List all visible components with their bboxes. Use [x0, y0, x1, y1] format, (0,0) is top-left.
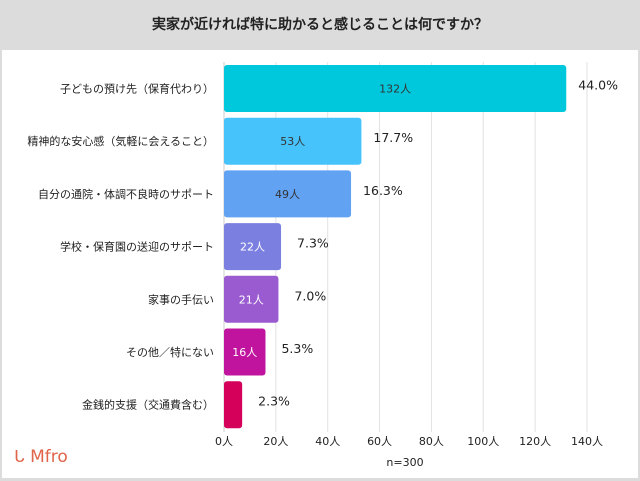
bar: [224, 170, 352, 218]
mfro-logo: ᒐ Mfro: [14, 447, 68, 467]
x-tick-label: 140人: [571, 435, 603, 448]
bar-count-label: 132人: [379, 83, 411, 96]
category-label: 学校・保育園の送迎のサポート: [60, 240, 214, 254]
bar: [224, 117, 362, 165]
category-label: 精神的な安心感（気軽に会えること）: [27, 134, 214, 148]
logo-text: Mfro: [30, 447, 68, 467]
percent-label: 17.7%: [373, 130, 413, 145]
category-label: 金銭的支援（交通費含む）: [82, 398, 214, 412]
category-label: 子どもの預け先（保育代わり）: [60, 82, 214, 96]
bar-count-label: 16人: [232, 346, 257, 359]
bar: [224, 65, 567, 112]
percent-label: 7.3%: [297, 236, 329, 251]
category-label: 家事の手伝い: [148, 292, 214, 306]
category-label: その他／特にない: [126, 345, 214, 359]
bar: [224, 328, 266, 376]
x-tick-label: 120人: [519, 435, 551, 448]
x-tick-label: 20人: [263, 435, 288, 448]
percent-label: 5.3%: [281, 341, 313, 356]
percent-label: 7.0%: [294, 288, 326, 303]
x-tick-label: 40人: [315, 435, 340, 448]
x-tick-label: 60人: [367, 435, 392, 448]
bar-count-label: 53人: [280, 135, 305, 148]
hand-icon: ᒐ: [14, 447, 25, 467]
bar-count-label: 49人: [275, 188, 300, 201]
bar: [224, 275, 279, 323]
x-tick-label: 80人: [419, 435, 444, 448]
x-tick-label: 100人: [467, 435, 499, 448]
bar: [224, 223, 282, 271]
bar: [224, 381, 243, 429]
x-tick-label: 0人: [215, 435, 233, 448]
bar-count-label: 21人: [239, 293, 264, 306]
chart-title: 実家が近ければ特に助かると感じることは何ですか？: [152, 17, 488, 33]
sample-size-note: n=300: [386, 456, 423, 469]
bar-count-label: 22人: [240, 241, 265, 254]
category-label: 自分の通院・体調不良時のサポート: [38, 187, 214, 201]
percent-label: 44.0%: [578, 78, 618, 93]
percent-label: 16.3%: [363, 183, 403, 198]
percent-label: 2.3%: [258, 394, 290, 409]
